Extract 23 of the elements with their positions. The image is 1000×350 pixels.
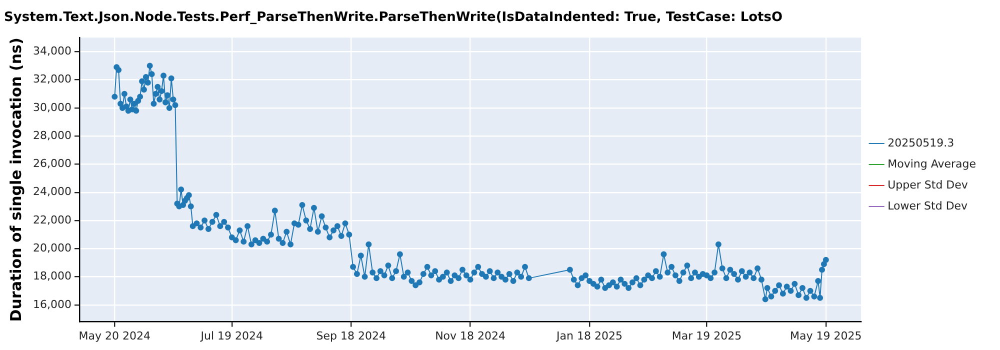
legend-label: 20250519.3 <box>888 136 954 150</box>
x-tick-label: May 20 2024 <box>78 329 151 342</box>
legend-label: Moving Average <box>888 157 976 170</box>
x-tick-label: Mar 19 2025 <box>672 329 742 342</box>
y-tick-label: 30,000 <box>32 100 72 114</box>
y-tick-label: 20,000 <box>32 242 72 254</box>
y-axis-title: Duration of single invocation (ns) <box>6 38 25 322</box>
y-tick-label: 32,000 <box>32 72 72 86</box>
y-tick-label: 34,000 <box>32 44 72 58</box>
chart-title: System.Text.Json.Node.Tests.Perf_ParseThenWrite.ParseThenWrite(IsDataIndented: True, TestCase: LotsO <box>4 10 783 26</box>
y-tick-label: 16,000 <box>32 298 72 311</box>
x-tick-label: Sep 18 2024 <box>316 329 386 342</box>
y-tick-label: 22,000 <box>32 213 72 226</box>
x-tick-label: Jan 18 2025 <box>556 329 622 342</box>
y-tick-label: 18,000 <box>32 270 72 283</box>
y-tick-label: 24,000 <box>32 185 72 198</box>
y-tick-label: 26,000 <box>32 157 72 170</box>
legend-label: Upper Std Dev <box>888 178 968 192</box>
legend-label: Lower Std Dev <box>888 199 968 212</box>
x-tick-label: Jul 19 2024 <box>200 329 264 342</box>
x-tick-label: May 19 2025 <box>790 329 862 342</box>
x-tick-label: Nov 18 2024 <box>435 329 506 342</box>
y-tick-label: 28,000 <box>32 128 72 142</box>
